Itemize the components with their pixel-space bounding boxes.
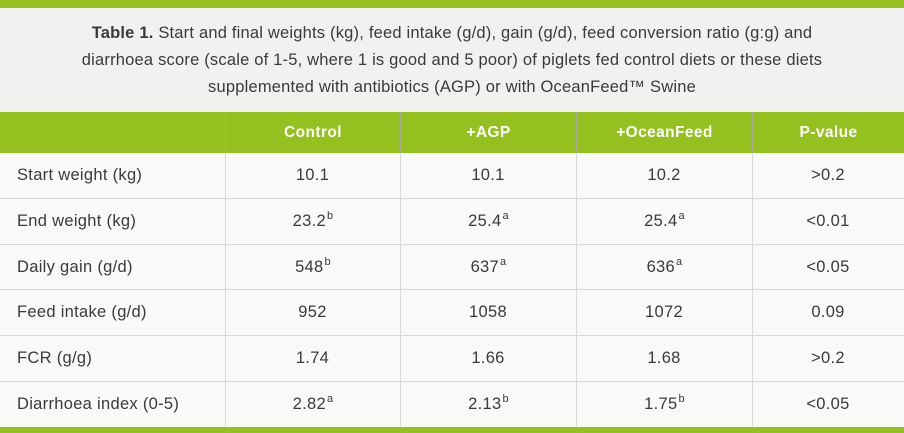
column-header-oceanfeed: +OceanFeed xyxy=(576,112,752,153)
significance-superscript: b xyxy=(502,393,509,406)
data-cell: 637 a xyxy=(400,244,576,290)
row-label: FCR (g/g) xyxy=(17,349,93,368)
caption-text-2: diarrhoea score (scale of 1-5, where 1 i… xyxy=(81,50,823,69)
table-row: End weight (kg) 23.2 b 25.4 a 25.4 a <0.01 xyxy=(0,197,904,244)
data-cell: >0.2 xyxy=(752,153,904,198)
column-header-control: Control xyxy=(225,112,400,153)
caption-line-1: Table 1. Start and final weights (kg), f… xyxy=(92,20,813,47)
data-cell: 952 xyxy=(225,290,400,336)
significance-superscript: a xyxy=(502,209,509,222)
caption-table-number: Table 1. xyxy=(91,23,154,42)
caption-text-3: supplemented with antibiotics (AGP) or w… xyxy=(208,77,696,96)
column-header-agp: +AGP xyxy=(400,112,576,153)
data-cell: 25.4 a xyxy=(576,198,752,244)
data-table: Control +AGP +OceanFeed P-value Start we… xyxy=(0,112,904,427)
significance-superscript: b xyxy=(678,393,685,406)
data-cell: 1.74 xyxy=(225,336,400,382)
significance-superscript: b xyxy=(324,255,331,268)
row-label: Start weight (kg) xyxy=(17,165,143,184)
data-cell: 636 a xyxy=(576,244,752,290)
table-row: Daily gain (g/d) 548 b 637 a 636 a <0.05 xyxy=(0,243,904,290)
data-cell: 25.4 a xyxy=(400,198,576,244)
data-cell: 2.13 b xyxy=(400,382,576,427)
caption-text-1: Start and final weights (kg), feed intak… xyxy=(158,23,813,42)
data-cell: 10.1 xyxy=(400,153,576,198)
data-cell: 0.09 xyxy=(752,290,904,336)
data-cell: 10.2 xyxy=(576,153,752,198)
data-cell: 1.75 b xyxy=(576,382,752,427)
data-cell: 10.1 xyxy=(225,153,400,198)
significance-superscript: b xyxy=(326,209,334,222)
data-cell: >0.2 xyxy=(752,336,904,382)
data-cell: 1058 xyxy=(400,290,576,336)
data-cell: 548 b xyxy=(225,244,400,290)
column-header-pvalue: P-value xyxy=(752,112,904,153)
data-cell: 1072 xyxy=(576,290,752,336)
row-label: End weight (kg) xyxy=(17,211,137,230)
table-body: Start weight (kg) 10.1 10.1 10.2 >0.2 En… xyxy=(0,153,904,427)
data-cell: 1.66 xyxy=(400,336,576,382)
table-row: FCR (g/g) 1.74 1.66 1.68 >0.2 xyxy=(0,335,904,382)
data-cell: 23.2 b xyxy=(225,198,400,244)
bottom-accent-bar xyxy=(0,427,904,433)
table-row: Diarrhoea index (0-5) 2.82 a 2.13 b 1.75 b … xyxy=(0,381,904,427)
data-cell: <0.05 xyxy=(752,382,904,427)
significance-superscript: a xyxy=(676,255,683,268)
top-accent-bar xyxy=(0,0,904,8)
data-cell: 2.82 a xyxy=(225,382,400,427)
significance-superscript: a xyxy=(500,255,507,268)
row-label: Daily gain (g/d) xyxy=(17,257,133,276)
table-caption: Table 1. Start and final weights (kg), f… xyxy=(0,8,904,112)
caption-line-3: supplemented with antibiotics (AGP) or w… xyxy=(208,74,696,101)
table-row: Start weight (kg) 10.1 10.1 10.2 >0.2 xyxy=(0,153,904,198)
row-label: Feed intake (g/d) xyxy=(17,303,147,322)
data-cell: 1.68 xyxy=(576,336,752,382)
significance-superscript: a xyxy=(678,209,685,222)
column-header-empty xyxy=(0,112,225,153)
significance-superscript: a xyxy=(326,393,334,406)
caption-line-2: diarrhoea score (scale of 1-5, where 1 i… xyxy=(82,47,822,74)
table-row: Feed intake (g/d) 952 1058 1072 0.09 xyxy=(0,289,904,336)
data-cell: <0.05 xyxy=(752,244,904,290)
data-cell: <0.01 xyxy=(752,198,904,244)
row-label: Diarrhoea index (0-5) xyxy=(17,395,180,414)
table-header-row: Control +AGP +OceanFeed P-value xyxy=(0,112,904,153)
